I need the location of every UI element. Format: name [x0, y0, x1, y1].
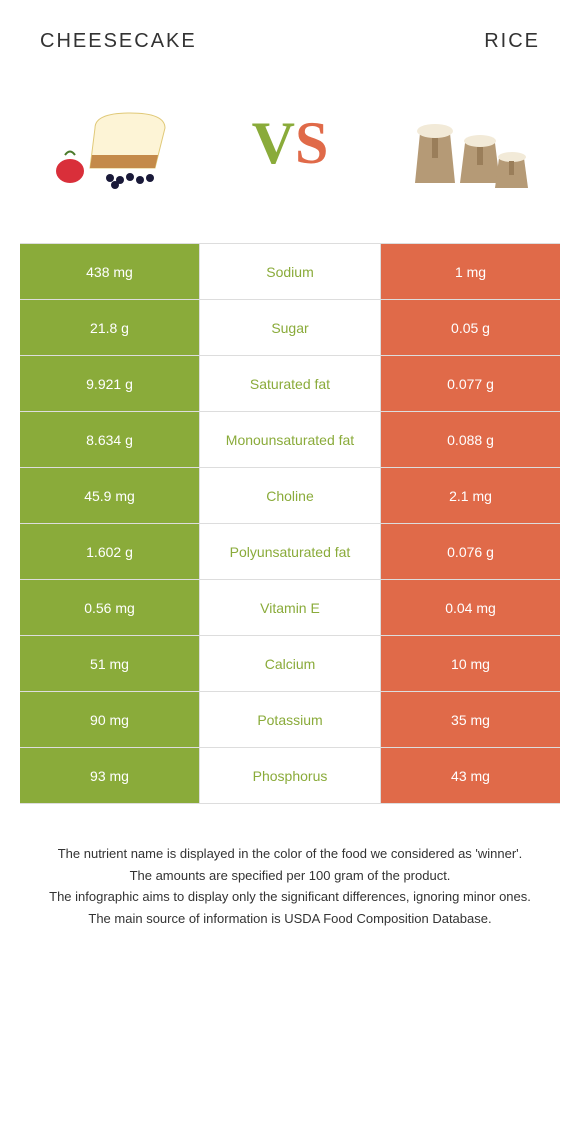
nutrient-row: 51 mgCalcium10 mg — [20, 636, 560, 692]
right-value: 2.1 mg — [380, 468, 560, 523]
left-value: 1.602 g — [20, 524, 200, 579]
footer-line: The nutrient name is displayed in the co… — [30, 844, 550, 864]
left-value: 51 mg — [20, 636, 200, 691]
nutrient-row: 90 mgPotassium35 mg — [20, 692, 560, 748]
right-value: 0.088 g — [380, 412, 560, 467]
left-value: 45.9 mg — [20, 468, 200, 523]
footer-line: The amounts are specified per 100 gram o… — [30, 866, 550, 886]
nutrient-label: Saturated fat — [200, 356, 380, 411]
right-value: 0.076 g — [380, 524, 560, 579]
vs-s: S — [295, 110, 328, 176]
nutrient-row: 438 mgSodium1 mg — [20, 244, 560, 300]
nutrient-label: Monounsaturated fat — [200, 412, 380, 467]
nutrient-row: 93 mgPhosphorus43 mg — [20, 748, 560, 804]
nutrient-label: Sugar — [200, 300, 380, 355]
nutrient-row: 45.9 mgCholine2.1 mg — [20, 468, 560, 524]
nutrient-row: 8.634 gMonounsaturated fat0.088 g — [20, 412, 560, 468]
footer-line: The main source of information is USDA F… — [30, 909, 550, 929]
left-value: 9.921 g — [20, 356, 200, 411]
right-value: 43 mg — [380, 748, 560, 803]
nutrient-label: Sodium — [200, 244, 380, 299]
left-value: 93 mg — [20, 748, 200, 803]
nutrient-row: 1.602 gPolyunsaturated fat0.076 g — [20, 524, 560, 580]
nutrient-label: Choline — [200, 468, 380, 523]
rice-image — [380, 83, 540, 203]
title-left: Cheesecake — [40, 30, 197, 53]
left-value: 21.8 g — [20, 300, 200, 355]
title-right: Rice — [484, 30, 540, 53]
nutrient-row: 9.921 gSaturated fat0.077 g — [20, 356, 560, 412]
right-value: 1 mg — [380, 244, 560, 299]
left-value: 438 mg — [20, 244, 200, 299]
nutrient-label: Calcium — [200, 636, 380, 691]
hero-row: VS — [20, 83, 560, 203]
right-value: 0.05 g — [380, 300, 560, 355]
left-value: 90 mg — [20, 692, 200, 747]
nutrient-row: 21.8 gSugar0.05 g — [20, 300, 560, 356]
title-row: Cheesecake Rice — [20, 30, 560, 53]
nutrient-label: Polyunsaturated fat — [200, 524, 380, 579]
vs-v: V — [252, 110, 295, 176]
nutrient-label: Potassium — [200, 692, 380, 747]
right-value: 0.04 mg — [380, 580, 560, 635]
nutrient-row: 0.56 mgVitamin E0.04 mg — [20, 580, 560, 636]
footer-line: The infographic aims to display only the… — [30, 887, 550, 907]
left-value: 0.56 mg — [20, 580, 200, 635]
right-value: 0.077 g — [380, 356, 560, 411]
cheesecake-image — [40, 83, 200, 203]
nutrient-table: 438 mgSodium1 mg21.8 gSugar0.05 g9.921 g… — [20, 243, 560, 804]
right-value: 10 mg — [380, 636, 560, 691]
footer-notes: The nutrient name is displayed in the co… — [20, 844, 560, 928]
vs-label: VS — [252, 109, 329, 178]
nutrient-label: Vitamin E — [200, 580, 380, 635]
right-value: 35 mg — [380, 692, 560, 747]
nutrient-label: Phosphorus — [200, 748, 380, 803]
left-value: 8.634 g — [20, 412, 200, 467]
